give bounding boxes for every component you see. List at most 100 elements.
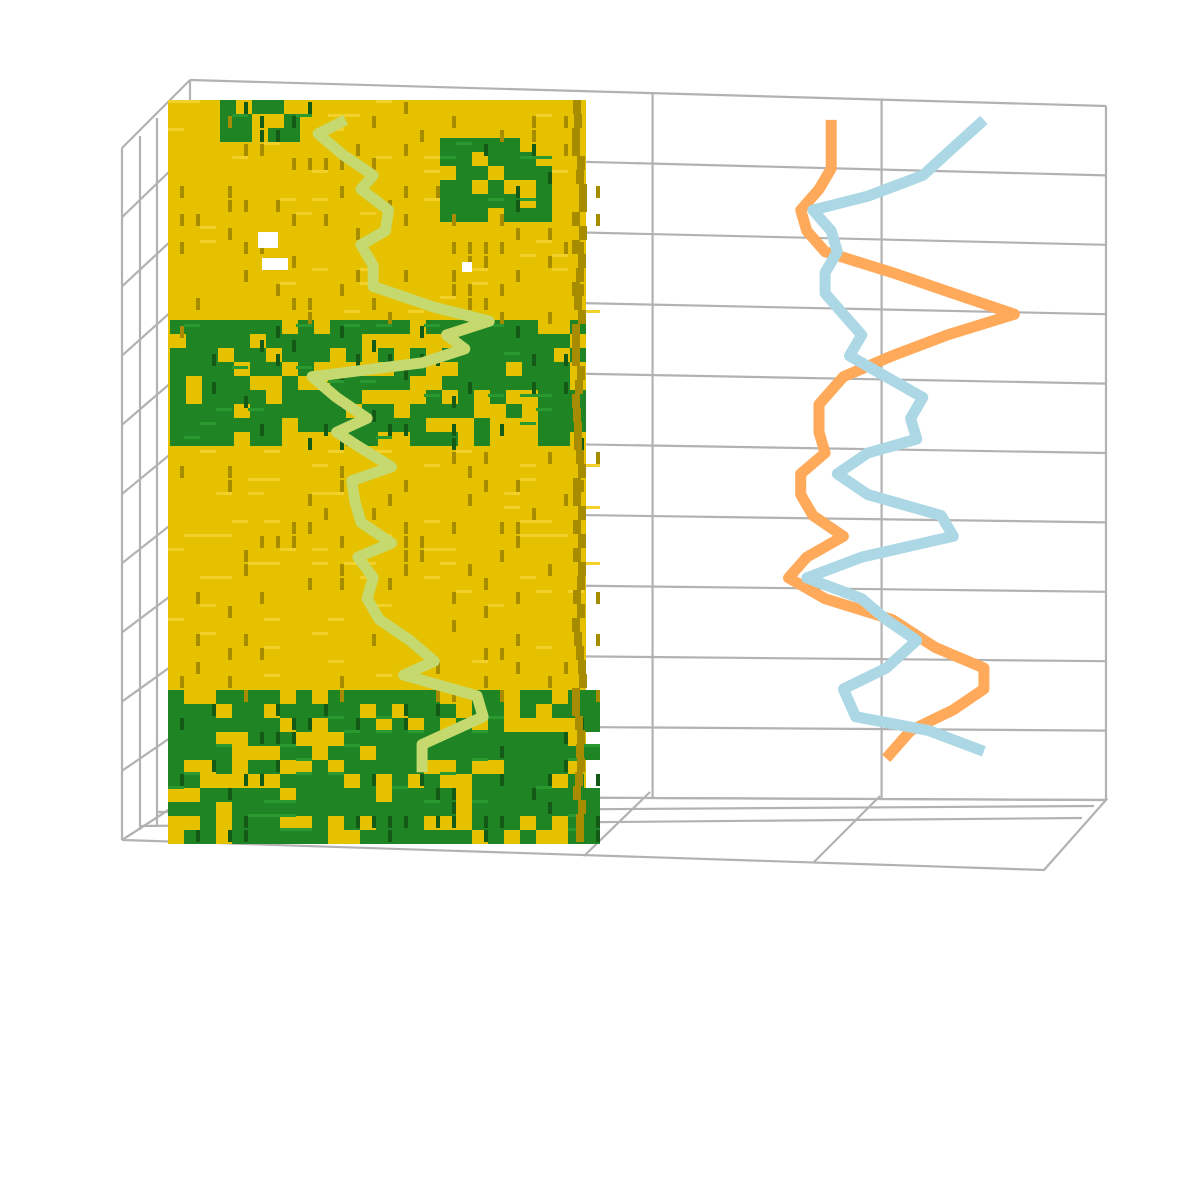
voxel-cube-top [168,786,184,789]
voxel-cube-top [200,240,216,243]
voxel-cube-green [312,788,328,802]
voxel-cube-shadow [388,830,392,842]
voxel-cube-shadow [596,214,600,226]
voxel-cube-green [250,320,266,334]
voxel-cube-top [232,114,248,117]
voxel-cube-shadow [212,382,216,394]
voxel-cube-top [472,282,488,285]
voxel-cube-shadow [500,522,504,534]
voxel-cube-shadow [308,102,312,114]
voxel-cube-shadow [372,410,376,422]
voxel-cube-top [344,730,360,733]
voxel-cube-shadow [452,242,456,254]
voxel-cube-top [264,646,280,649]
voxel-cube-green [200,732,216,746]
voxel-cube-green [170,376,186,390]
voxel-cube-green [504,760,520,774]
voxel-cube-shadow [500,746,504,758]
voxel-cube-top [184,436,200,439]
voxel-cube-green [424,746,440,760]
voxel-cube-green [168,760,184,774]
voxel-cube-green [408,830,424,844]
voxel-cube-green [360,732,376,746]
voxel-cube-shadow [484,256,488,268]
voxel-cube-green [234,320,250,334]
voxel-cube-shadow [548,802,552,814]
voxel-cube-green [264,802,280,816]
voxel-edge [576,828,584,842]
voxel-cube-shadow [484,606,488,618]
voxel-cube-shadow [340,438,344,450]
voxel-cube-green [282,404,298,418]
voxel-cube-green [456,732,472,746]
voxel-cube-top [440,296,456,299]
voxel-cube-green [488,718,504,732]
voxel-cube-top [280,198,296,201]
voxel-cube-green [248,760,264,774]
voxel-cube-shadow [260,536,264,548]
voxel-cube-top [312,548,328,551]
voxel-cube-top [456,142,472,145]
voxel-cube-green [584,704,600,718]
voxel-cube-green [378,376,394,390]
voxel-cube-green [458,362,474,376]
voxel-cube-green [536,690,552,704]
voxel-cube-green [218,390,234,404]
voxel-cube-green [362,432,378,446]
voxel-cube-top [424,324,440,327]
voxel-edge [574,422,582,436]
voxel-cube-top [472,660,488,663]
voxel-cube-green [392,760,408,774]
voxel-cube-green [328,788,344,802]
voxel-cube-shadow [484,242,488,254]
voxel-cube-shadow [244,816,248,828]
voxel-cube-top [264,520,280,523]
voxel-cube-top [520,254,536,257]
voxel-cube-top [424,170,440,173]
voxel-cube-shadow [564,354,568,366]
voxel-cube-top [200,604,216,607]
voxel-cube-green [298,404,314,418]
voxel-cube-green [520,774,536,788]
voxel-cube-shadow [260,732,264,744]
voxel-cube-top [296,366,312,369]
voxel-edge [578,310,586,324]
voxel-cube-shadow [484,830,488,842]
voxel-cube-top [552,170,568,173]
voxel-cube-shadow [308,438,312,450]
voxel-cube-top [584,310,600,313]
voxel-cube-green [488,788,504,802]
voxel-cube-shadow [276,284,280,296]
voxel-cube-green [170,432,186,446]
voxel-cube-top [328,492,344,495]
voxel-cube-top [472,268,488,271]
voxel-cube-green [360,690,376,704]
voxel-cube-shadow [340,158,344,170]
voxel-cube-top [584,744,600,747]
voxel-cube-green [456,152,472,166]
voxel-cube-green [440,180,456,194]
voxel-cube-green [584,788,600,802]
voxel-cube-shadow [404,536,408,548]
voxel-cube-shadow [564,732,568,744]
voxel-edge [572,702,580,716]
voxel-cube-green [488,180,504,194]
voxel-cube-top [200,576,216,579]
voxel-cube-shadow [324,704,328,716]
voxel-cube-green [280,746,296,760]
voxel-cube-green [314,334,330,348]
voxel-cube-shadow [180,326,184,338]
grid-line-floor [583,791,651,857]
voxel-cube-green [520,746,536,760]
voxel-cube-shadow [436,690,440,702]
voxel-edge [578,562,586,576]
voxel-cube-green [236,114,252,128]
voxel-cube-green [538,432,554,446]
voxel-cube-green [504,166,520,180]
voxel-cube-green [474,418,490,432]
voxel-edge [577,156,585,170]
voxel-cube-shadow [292,256,296,268]
voxel-cube-green [584,746,600,760]
voxel-cube-shadow [228,480,232,492]
voxel-cube-top [328,772,344,775]
